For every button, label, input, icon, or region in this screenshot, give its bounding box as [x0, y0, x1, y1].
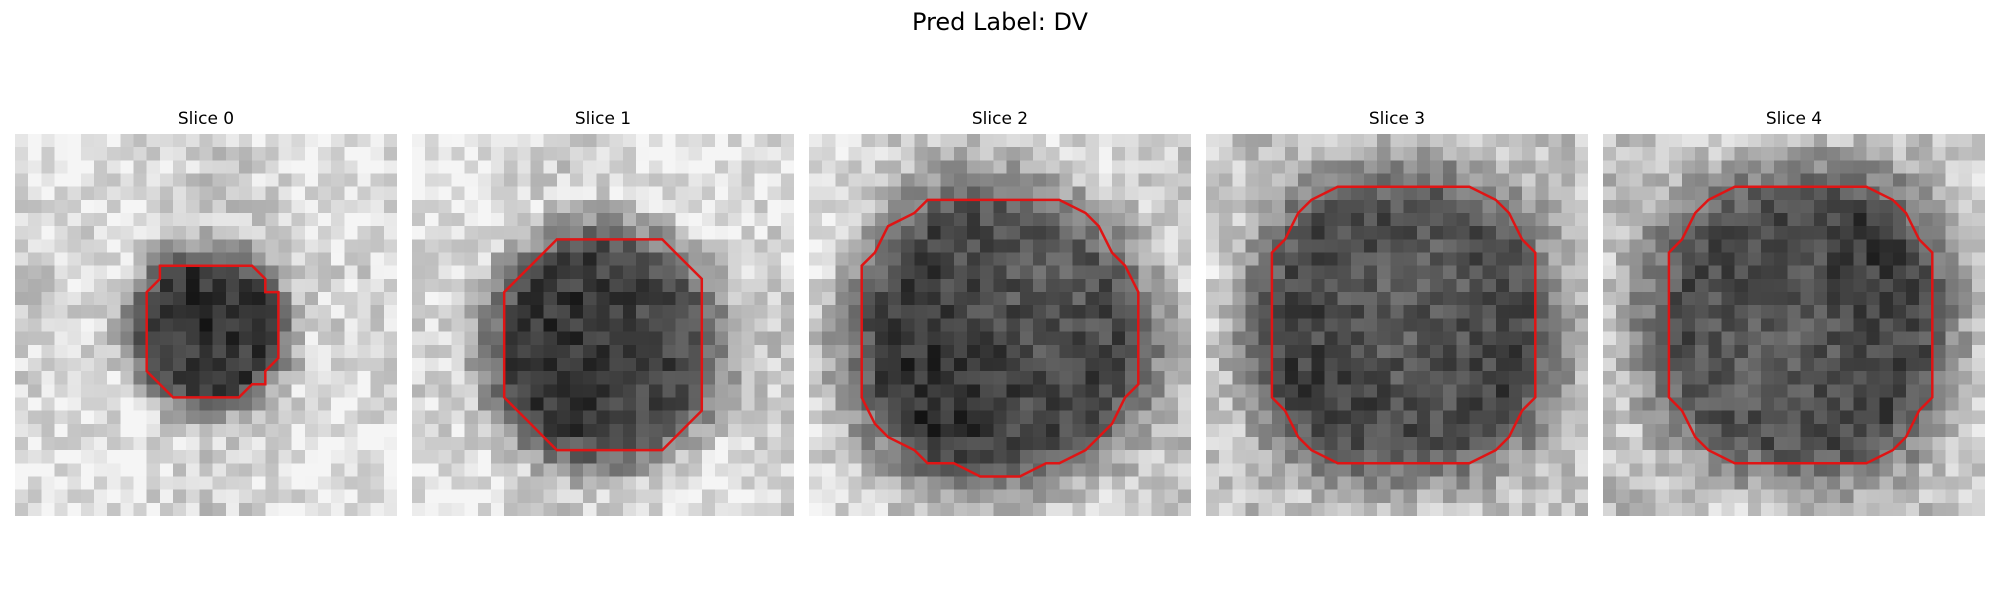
slice-title-0: Slice 0 — [177, 109, 235, 129]
slice-title-3: Slice 3 — [1368, 109, 1426, 129]
slice-image-1 — [412, 134, 794, 516]
slice-image-2 — [809, 134, 1191, 516]
slice-image-4 — [1603, 134, 1985, 516]
slice-image-3 — [1206, 134, 1588, 516]
slice-title-4: Slice 4 — [1765, 109, 1823, 129]
figure-title: Pred Label: DV — [912, 8, 1088, 36]
slice-image-0 — [15, 134, 397, 516]
slice-title-1: Slice 1 — [574, 109, 632, 129]
slice-title-2: Slice 2 — [971, 109, 1029, 129]
